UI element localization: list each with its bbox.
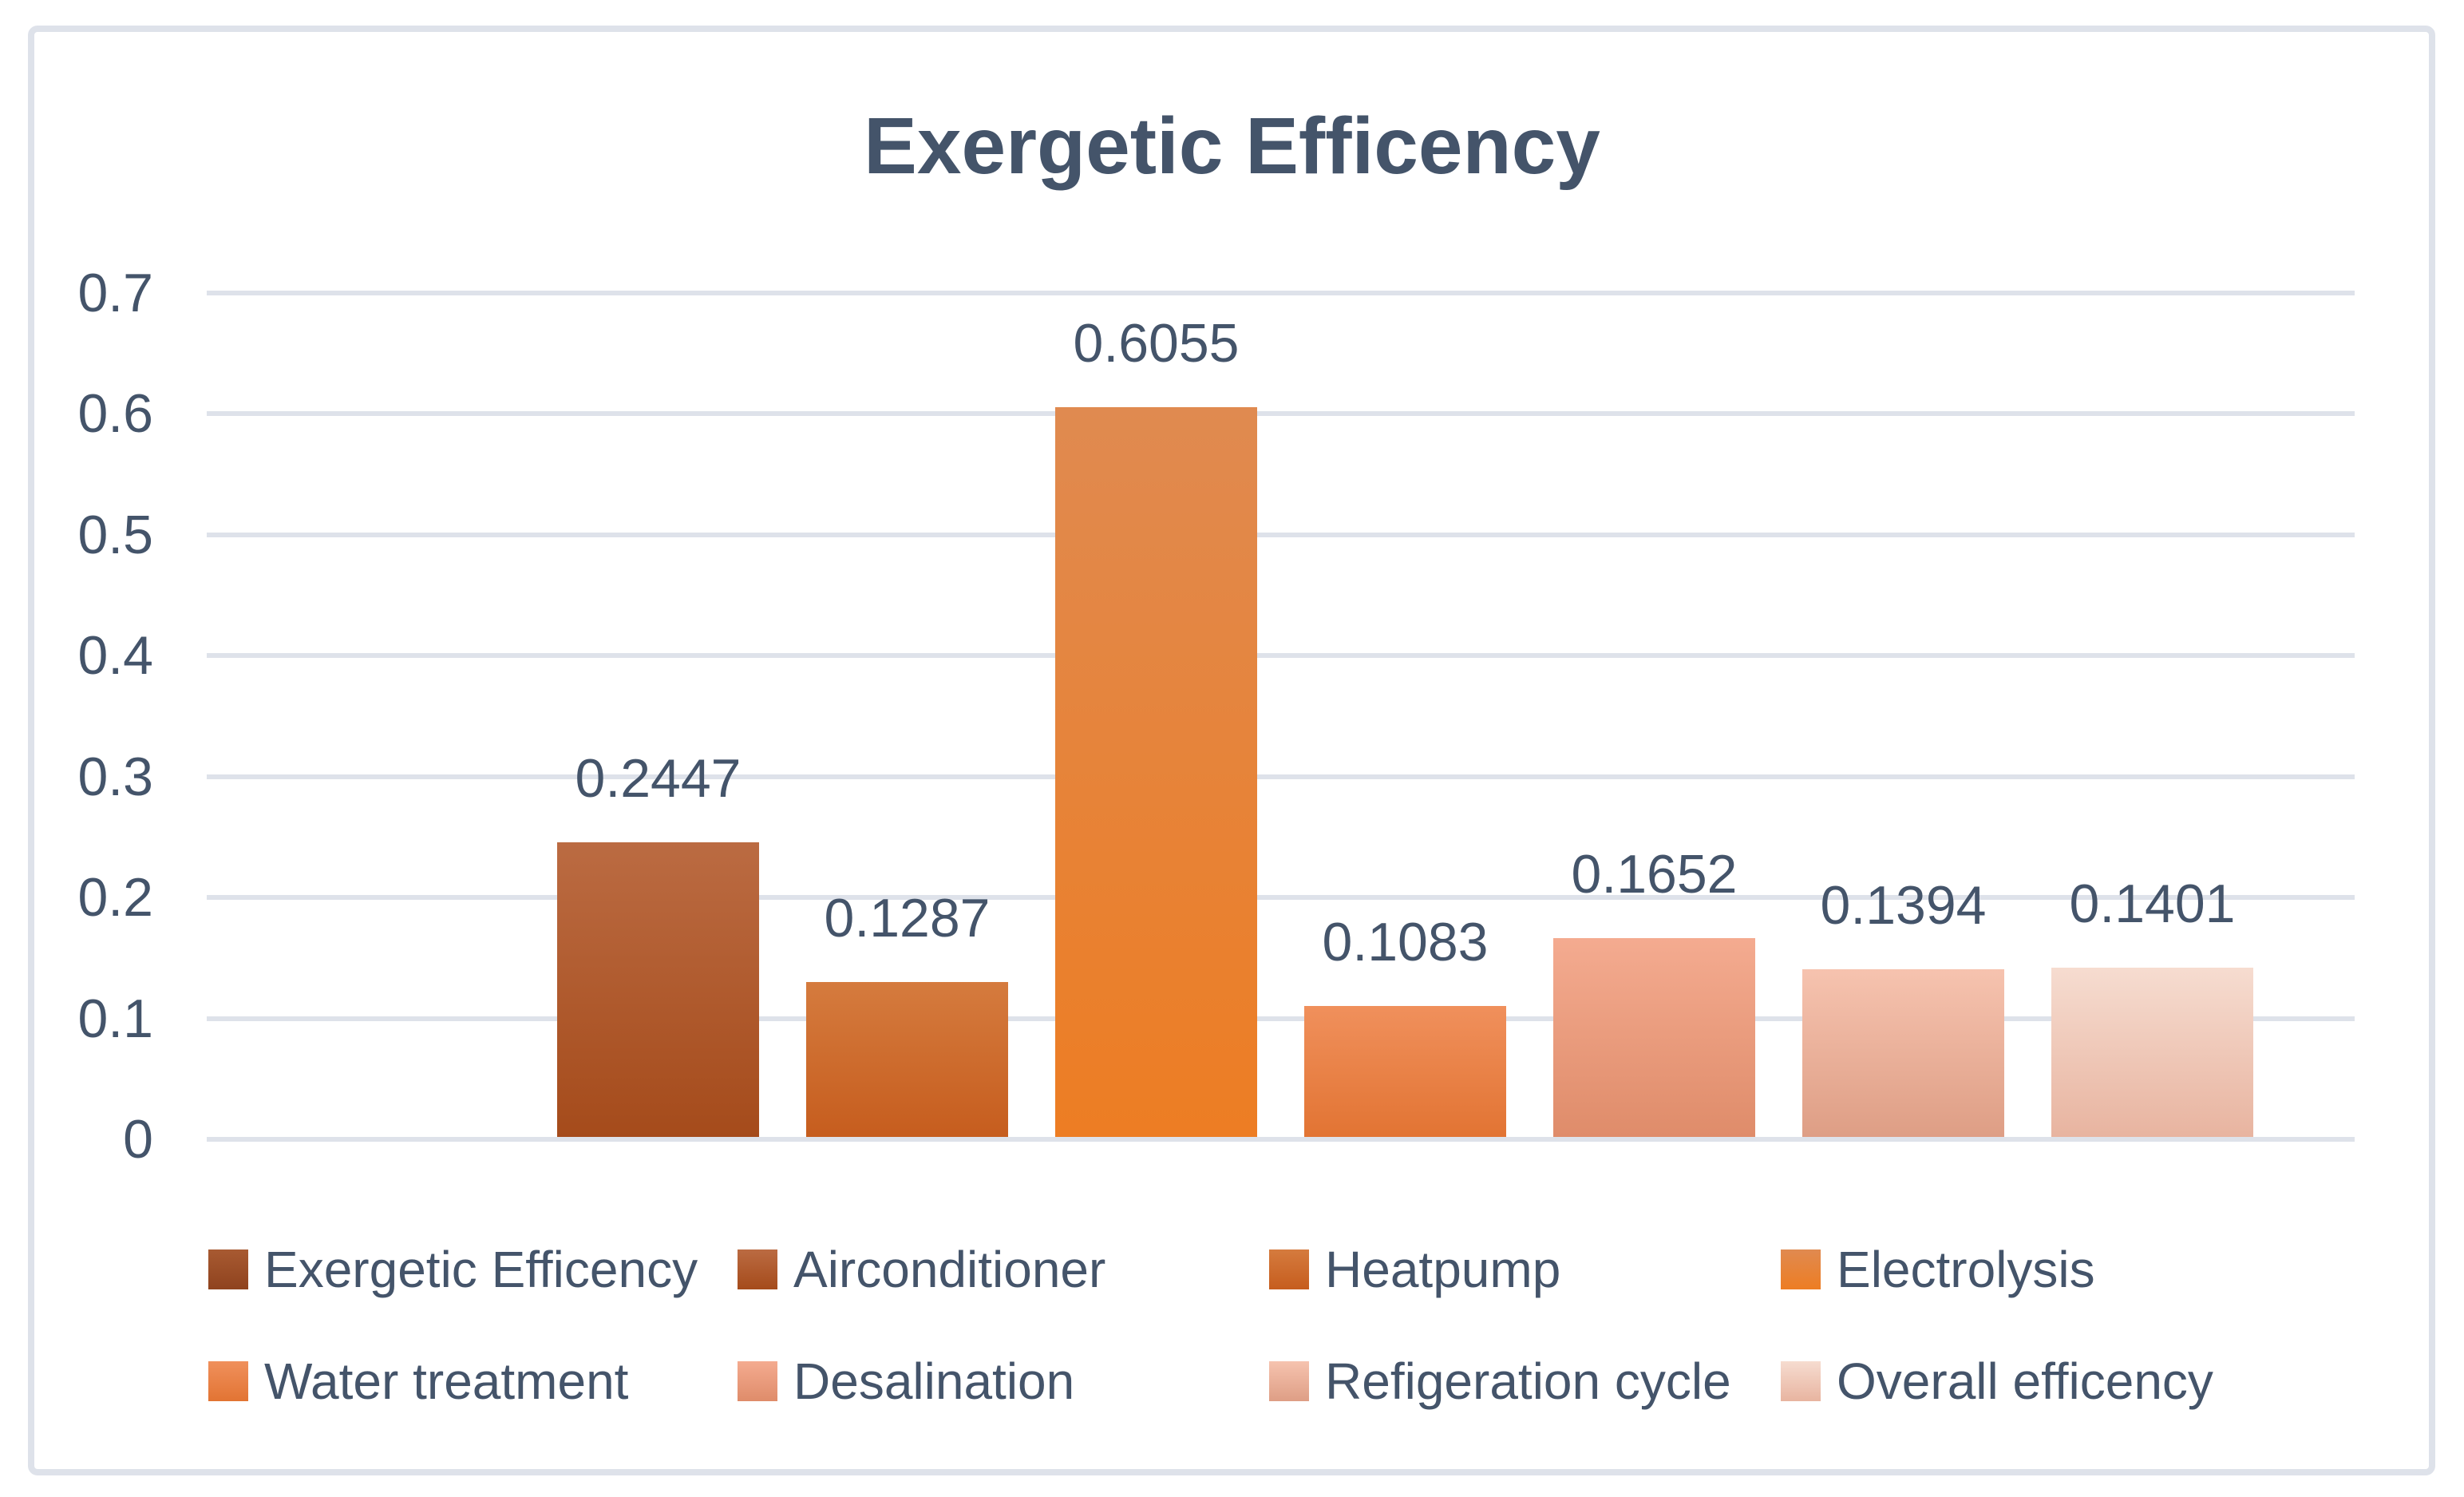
gridline — [207, 1137, 2355, 1142]
legend-swatch — [1781, 1361, 1821, 1401]
legend-item: Electrolysis — [1781, 1241, 2095, 1298]
y-axis-label: 0.6 — [77, 383, 153, 445]
data-label: 0.1287 — [824, 888, 991, 948]
data-label: 0.6055 — [1073, 313, 1240, 374]
gridline — [207, 291, 2355, 295]
legend-label: Airconditioner — [793, 1241, 1106, 1298]
legend-swatch — [1781, 1249, 1821, 1289]
gridline — [207, 411, 2355, 417]
gridline — [207, 895, 2355, 901]
legend-label: Electrolysis — [1837, 1241, 2095, 1298]
legend-swatch — [738, 1249, 777, 1289]
bar — [1802, 969, 2004, 1137]
legend-swatch — [738, 1361, 777, 1401]
legend-label: Overall efficency — [1837, 1352, 2213, 1410]
data-label: 0.1394 — [1820, 875, 1987, 936]
y-axis-label: 0.3 — [77, 746, 153, 807]
legend-swatch — [208, 1249, 248, 1289]
legend-label: Heatpump — [1325, 1241, 1561, 1298]
bar — [557, 842, 759, 1137]
gridline — [207, 532, 2355, 537]
bar — [2051, 968, 2253, 1137]
legend-item: Overall efficency — [1781, 1352, 2213, 1410]
data-label: 0.2447 — [575, 748, 742, 809]
legend-item: Desalination — [738, 1352, 1074, 1410]
y-axis-label: 0.2 — [77, 867, 153, 929]
legend-label: Exergetic Efficency — [264, 1241, 698, 1298]
legend-label: Water treatment — [264, 1352, 629, 1410]
bar — [1304, 1006, 1506, 1137]
data-label: 0.1083 — [1322, 912, 1489, 972]
data-label: 0.1652 — [1571, 844, 1738, 905]
legend-item: Airconditioner — [738, 1241, 1105, 1298]
chart-title: Exergetic Efficency — [864, 101, 1600, 191]
legend-item: Exergetic Efficency — [208, 1241, 698, 1298]
gridline — [207, 653, 2355, 659]
y-axis-label: 0.7 — [77, 263, 153, 323]
bar — [1553, 938, 1755, 1137]
legend-label: Refigeration cycle — [1325, 1352, 1731, 1410]
y-axis-label: 0.4 — [77, 625, 153, 687]
y-axis-label: 0.1 — [77, 988, 153, 1049]
y-axis-label: 0 — [123, 1109, 153, 1170]
bar — [1055, 407, 1257, 1137]
data-label: 0.1401 — [2069, 873, 2236, 934]
legend-item: Refigeration cycle — [1269, 1352, 1731, 1410]
legend-swatch — [208, 1361, 248, 1401]
bar — [806, 982, 1008, 1137]
y-axis-label: 0.5 — [77, 504, 153, 565]
gridline — [207, 1016, 2355, 1021]
legend-label: Desalination — [793, 1352, 1075, 1410]
gridline — [207, 774, 2355, 779]
legend-swatch — [1269, 1249, 1309, 1289]
legend-item: Water treatment — [208, 1352, 628, 1410]
legend-swatch — [1269, 1361, 1309, 1401]
legend-item: Heatpump — [1269, 1241, 1560, 1298]
